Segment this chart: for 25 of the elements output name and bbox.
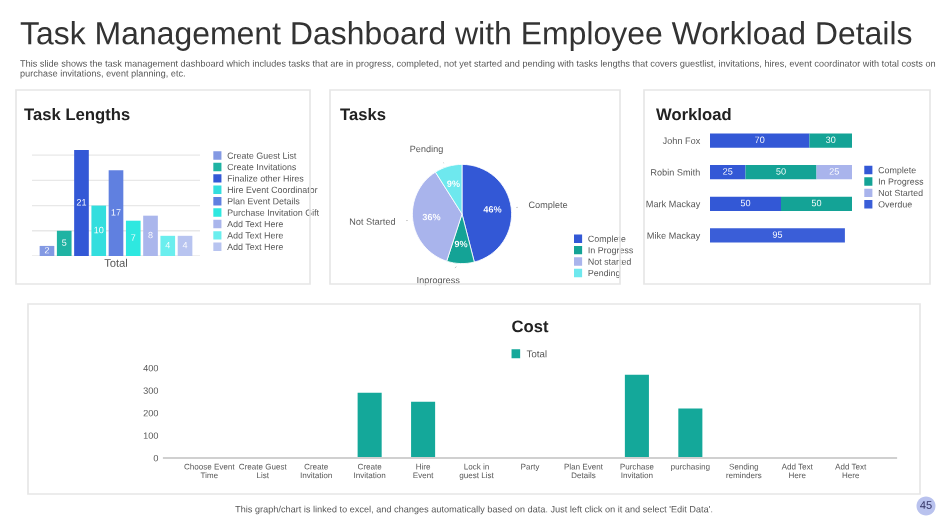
bar	[710, 133, 810, 148]
bar	[143, 215, 158, 256]
chart-title: Cost	[512, 320, 549, 333]
chart-title: Workload	[656, 108, 731, 121]
text: Task Management Dashboard with Employee Workload Details	[20, 21, 912, 51]
bar	[816, 165, 852, 180]
bar	[125, 220, 141, 256]
bar	[710, 165, 746, 180]
bar	[357, 392, 382, 458]
bar	[745, 165, 817, 180]
bar	[710, 196, 781, 211]
bar	[411, 401, 436, 458]
bar	[710, 228, 845, 243]
bar	[91, 205, 107, 256]
bar	[56, 230, 72, 256]
chart-title: Tasks	[340, 108, 386, 121]
bar	[809, 133, 852, 148]
bar	[160, 235, 176, 256]
bar	[624, 374, 649, 458]
bar	[108, 170, 124, 256]
bar	[678, 408, 703, 458]
bar	[177, 235, 193, 256]
bar	[74, 150, 89, 256]
bar	[781, 196, 852, 211]
chart-title: Task Lengths	[24, 108, 130, 124]
